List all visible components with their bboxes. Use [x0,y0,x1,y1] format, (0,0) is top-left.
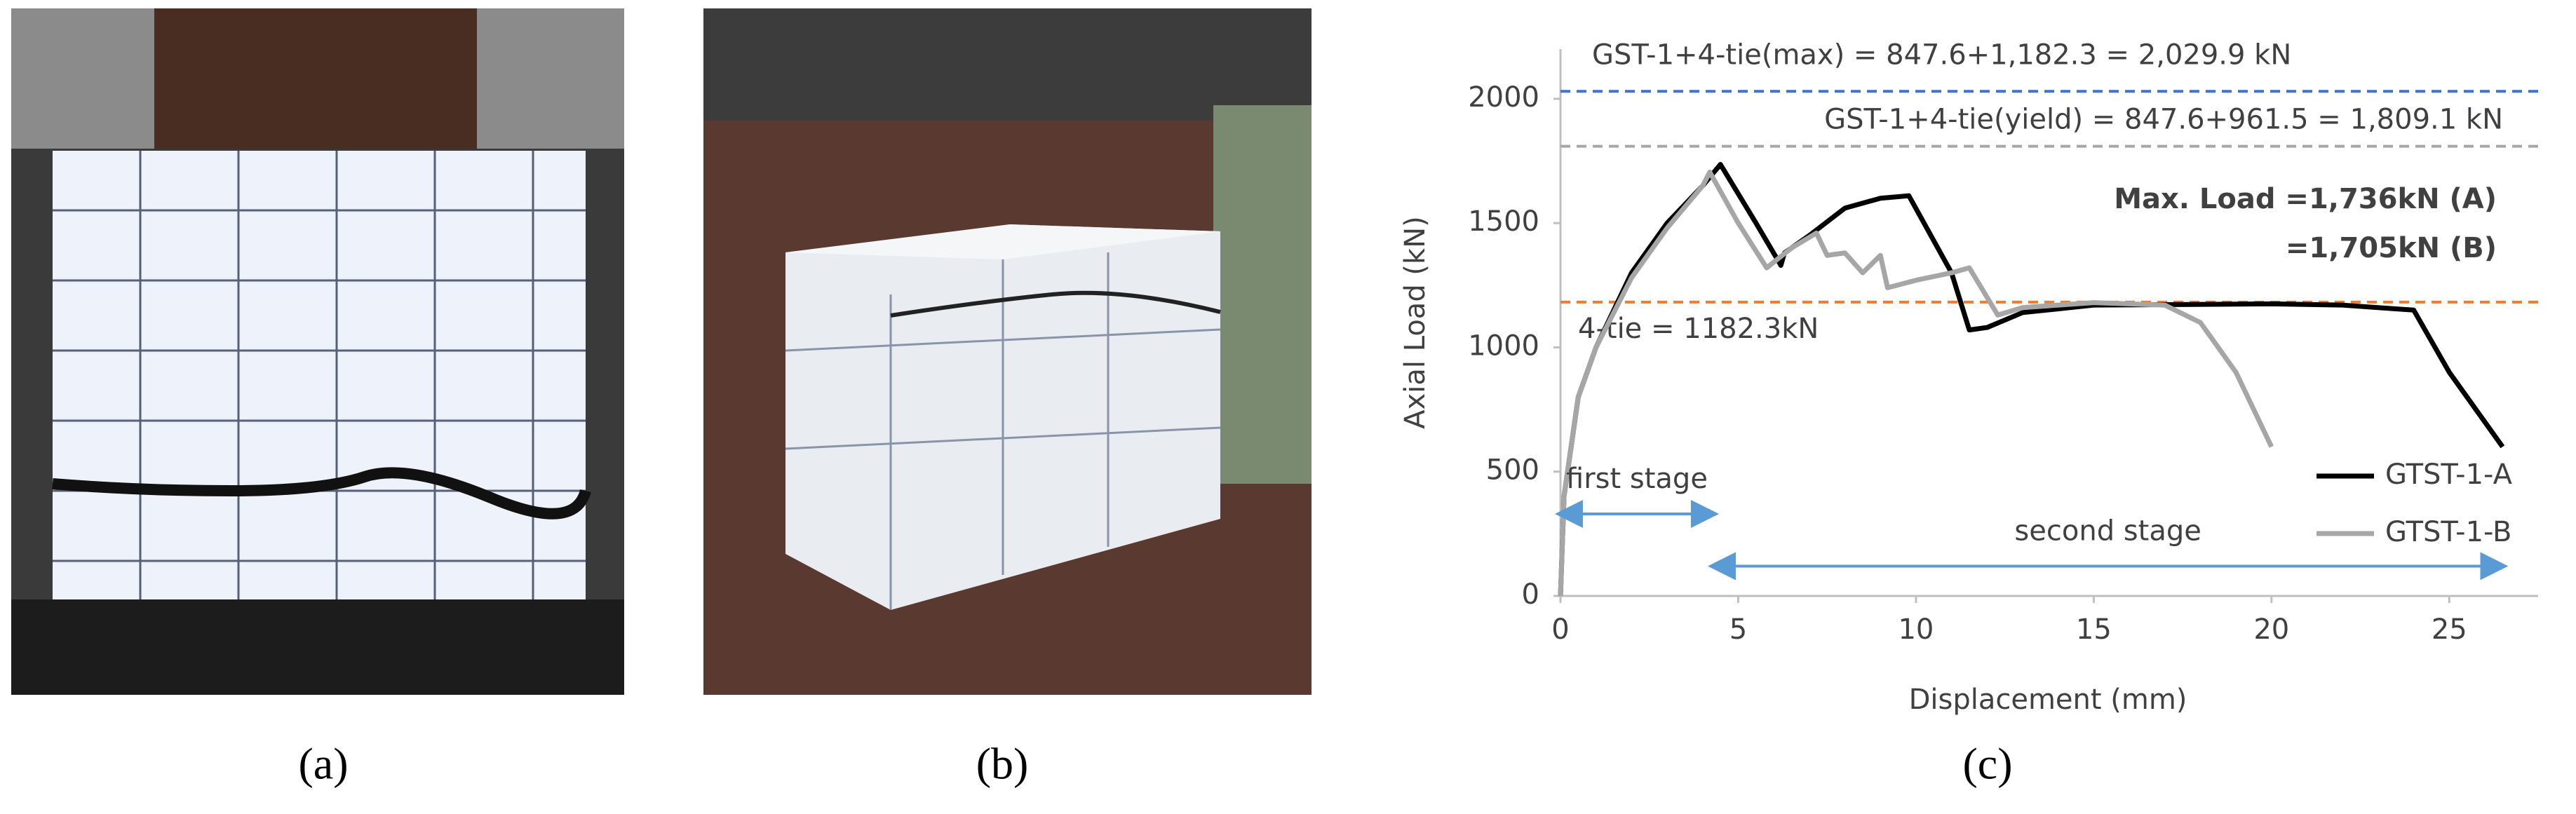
x-tick-label: 0 [1551,613,1569,646]
x-tick-label: 20 [2253,613,2289,646]
y-tick-label: 1500 [1468,205,1539,238]
annotation: Max. Load =1,736kN (A) [2114,183,2497,215]
y-axis-label: Axial Load (kN) [1399,216,1431,428]
y-tick-label: 0 [1522,578,1539,611]
x-tick-label: 15 [2076,613,2112,646]
series-line [1558,162,2505,597]
panel-label: (b) [976,739,1029,789]
legend-label: GTST-1-A [2385,459,2513,491]
panel-label: (c) [1962,739,2012,789]
x-tick-label: 5 [1729,613,1747,646]
annotation: =1,705kN (B) [2286,232,2497,264]
stage-label: second stage [2014,515,2201,547]
x-tick-label: 25 [2432,613,2467,646]
reference-label: GST-1+4-tie(max) = 847.6+1,182.3 = 2,029… [1592,39,2291,71]
y-tick-label: 2000 [1468,81,1539,114]
reference-label: 4-tie = 1182.3kN [1578,313,1819,345]
x-axis-label: Displacement (mm) [1909,684,2187,716]
stage-label: first stage [1566,463,1708,495]
reference-label: GST-1+4-tie(yield) = 847.6+961.5 = 1,809… [1824,104,2503,136]
series-line [1558,170,2274,597]
panel-label: (a) [298,739,348,789]
photo-b [703,8,1311,695]
photo-a [11,8,624,695]
x-tick-label: 10 [1898,613,1934,646]
y-tick-label: 1000 [1468,330,1539,362]
legend-label: GTST-1-B [2385,516,2512,548]
y-tick-label: 500 [1486,454,1539,487]
